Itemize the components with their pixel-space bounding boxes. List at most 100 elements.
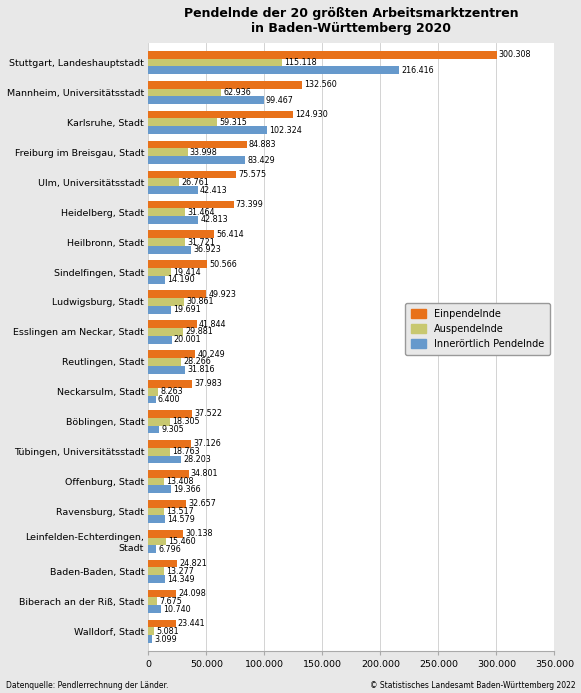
Bar bbox=[148, 178, 180, 186]
Bar bbox=[148, 350, 195, 358]
Text: 300.308: 300.308 bbox=[499, 50, 532, 59]
Text: 6.796: 6.796 bbox=[159, 545, 181, 554]
Bar bbox=[148, 605, 161, 613]
Text: 28.203: 28.203 bbox=[183, 455, 211, 464]
Bar bbox=[148, 388, 158, 396]
Text: 83.429: 83.429 bbox=[248, 156, 275, 165]
Text: 73.399: 73.399 bbox=[236, 200, 264, 209]
Bar bbox=[148, 231, 214, 238]
Text: 23.441: 23.441 bbox=[178, 619, 205, 628]
Text: 20.001: 20.001 bbox=[174, 335, 201, 344]
Text: 41.844: 41.844 bbox=[199, 319, 227, 328]
Text: 3.099: 3.099 bbox=[154, 635, 177, 644]
Text: 10.740: 10.740 bbox=[163, 604, 191, 613]
Bar bbox=[148, 500, 187, 507]
Text: 8.263: 8.263 bbox=[160, 387, 182, 396]
Bar bbox=[148, 186, 198, 194]
Text: 42.413: 42.413 bbox=[200, 186, 227, 195]
Bar bbox=[148, 290, 206, 298]
Text: 15.460: 15.460 bbox=[168, 537, 196, 546]
Bar bbox=[148, 51, 497, 59]
Bar bbox=[148, 575, 165, 583]
Bar bbox=[148, 111, 293, 119]
Text: 18.305: 18.305 bbox=[172, 417, 199, 426]
Text: 14.579: 14.579 bbox=[167, 515, 195, 524]
Bar bbox=[148, 126, 267, 134]
Bar bbox=[148, 440, 192, 448]
Bar bbox=[148, 358, 181, 366]
Bar bbox=[148, 298, 184, 306]
Text: 19.366: 19.366 bbox=[173, 485, 200, 494]
Text: 32.657: 32.657 bbox=[188, 499, 216, 508]
Text: 30.138: 30.138 bbox=[185, 529, 213, 538]
Bar bbox=[148, 96, 264, 104]
Text: 99.467: 99.467 bbox=[266, 96, 294, 105]
Bar bbox=[148, 276, 165, 283]
Bar bbox=[148, 238, 185, 246]
Bar bbox=[148, 148, 188, 156]
Text: 62.936: 62.936 bbox=[224, 88, 251, 97]
Bar bbox=[148, 426, 159, 433]
Bar bbox=[148, 268, 171, 276]
Bar bbox=[148, 418, 170, 426]
Text: 7.675: 7.675 bbox=[159, 597, 182, 606]
Text: 14.190: 14.190 bbox=[167, 275, 195, 284]
Bar bbox=[148, 170, 236, 178]
Bar bbox=[148, 396, 156, 403]
Text: 19.691: 19.691 bbox=[173, 305, 201, 314]
Text: 31.464: 31.464 bbox=[187, 208, 214, 217]
Text: 13.517: 13.517 bbox=[166, 507, 194, 516]
Text: Datenquelle: Pendlerrechnung der Länder.: Datenquelle: Pendlerrechnung der Länder. bbox=[6, 681, 168, 690]
Text: 216.416: 216.416 bbox=[401, 66, 434, 75]
Bar bbox=[148, 486, 171, 493]
Text: 132.560: 132.560 bbox=[304, 80, 337, 89]
Bar bbox=[148, 141, 247, 148]
Bar bbox=[148, 328, 183, 336]
Bar bbox=[148, 81, 302, 89]
Text: 31.721: 31.721 bbox=[187, 238, 215, 247]
Bar bbox=[148, 89, 221, 96]
Bar bbox=[148, 67, 400, 74]
Text: 18.763: 18.763 bbox=[172, 447, 200, 456]
Bar bbox=[148, 336, 171, 344]
Bar bbox=[148, 538, 166, 545]
Text: 14.349: 14.349 bbox=[167, 574, 195, 584]
Text: 36.923: 36.923 bbox=[193, 245, 221, 254]
Bar bbox=[148, 156, 245, 164]
Text: 9.305: 9.305 bbox=[162, 425, 184, 434]
Bar bbox=[148, 209, 185, 216]
Bar bbox=[148, 590, 176, 597]
Bar bbox=[148, 560, 177, 568]
Bar bbox=[148, 448, 170, 455]
Bar bbox=[148, 216, 198, 224]
Text: 33.998: 33.998 bbox=[190, 148, 218, 157]
Bar bbox=[148, 620, 175, 627]
Text: 13.408: 13.408 bbox=[166, 477, 193, 486]
Bar bbox=[148, 410, 192, 418]
Text: 31.816: 31.816 bbox=[187, 365, 215, 374]
Text: 13.277: 13.277 bbox=[166, 567, 193, 576]
Text: 124.930: 124.930 bbox=[295, 110, 328, 119]
Text: 42.813: 42.813 bbox=[200, 216, 228, 225]
Bar bbox=[148, 366, 185, 374]
Bar bbox=[148, 261, 207, 268]
Text: 49.923: 49.923 bbox=[209, 290, 236, 299]
Text: 84.883: 84.883 bbox=[249, 140, 277, 149]
Bar bbox=[148, 59, 282, 67]
Bar bbox=[148, 627, 155, 635]
Bar bbox=[148, 477, 164, 486]
Bar bbox=[148, 455, 181, 464]
Text: 30.861: 30.861 bbox=[187, 297, 214, 306]
Text: 6.400: 6.400 bbox=[158, 395, 180, 404]
Bar bbox=[148, 597, 157, 605]
Text: 5.081: 5.081 bbox=[156, 626, 179, 635]
Text: © Statistisches Landesamt Baden-Württemberg 2022: © Statistisches Landesamt Baden-Württemb… bbox=[370, 681, 575, 690]
Text: 37.522: 37.522 bbox=[194, 410, 222, 419]
Text: 24.821: 24.821 bbox=[180, 559, 207, 568]
Bar bbox=[148, 246, 191, 254]
Text: 28.266: 28.266 bbox=[183, 358, 211, 367]
Bar bbox=[148, 507, 164, 516]
Bar bbox=[148, 200, 234, 209]
Title: Pendelnde der 20 größten Arbeitsmarktzentren
in Baden-Württemberg 2020: Pendelnde der 20 größten Arbeitsmarktzen… bbox=[184, 7, 519, 35]
Bar bbox=[148, 306, 171, 314]
